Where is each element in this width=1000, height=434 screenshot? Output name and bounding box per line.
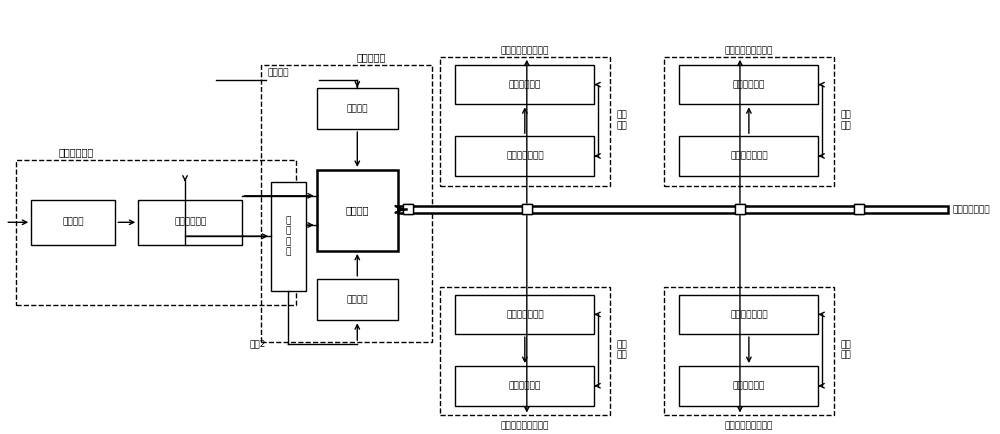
Bar xyxy=(455,65,594,105)
Text: 通信与安保电路: 通信与安保电路 xyxy=(506,310,544,319)
Text: 传爆
序列: 传爆 序列 xyxy=(617,340,627,360)
Text: 远距离通信电缆: 远距离通信电缆 xyxy=(952,205,990,214)
Bar xyxy=(679,136,818,176)
Bar xyxy=(317,88,398,129)
Bar xyxy=(317,279,398,320)
Bar xyxy=(403,204,413,214)
Bar xyxy=(455,136,594,176)
Text: 供
电
电
路: 供 电 电 路 xyxy=(286,216,291,256)
Text: 控制电路: 控制电路 xyxy=(346,205,369,215)
Text: 通信与安保电路: 通信与安保电路 xyxy=(730,310,768,319)
Bar xyxy=(522,204,532,214)
Text: 环境信息: 环境信息 xyxy=(267,69,289,78)
Bar xyxy=(735,204,745,214)
Bar xyxy=(522,204,532,214)
Bar xyxy=(16,160,296,305)
Text: 电源转换电路: 电源转换电路 xyxy=(174,218,206,227)
Bar xyxy=(31,200,115,245)
Text: 第一路升压起爆模块: 第一路升压起爆模块 xyxy=(501,46,549,56)
Bar xyxy=(679,65,818,105)
Bar xyxy=(271,182,306,291)
Bar xyxy=(403,204,413,214)
Text: 升压点火电路: 升压点火电路 xyxy=(733,80,765,89)
Text: 第二路升压起爆模块: 第二路升压起爆模块 xyxy=(725,46,773,56)
Text: 第四路升压起爆模块: 第四路升压起爆模块 xyxy=(725,421,773,431)
Text: 通信与安保电路: 通信与安保电路 xyxy=(730,151,768,161)
Text: 通信与安保电路: 通信与安保电路 xyxy=(506,151,544,161)
Bar xyxy=(261,65,432,342)
Text: 电源管理电路: 电源管理电路 xyxy=(58,147,93,157)
Text: 传爆
序列: 传爆 序列 xyxy=(617,111,627,130)
Bar xyxy=(854,204,864,214)
Text: 供电2: 供电2 xyxy=(249,340,266,349)
Bar xyxy=(440,287,610,415)
Bar xyxy=(317,170,398,251)
Bar xyxy=(398,206,948,213)
Text: 通信电路: 通信电路 xyxy=(347,295,368,304)
Bar xyxy=(455,295,594,334)
Bar xyxy=(664,287,834,415)
Bar xyxy=(664,57,834,186)
Text: 第三路升压起爆模块: 第三路升压起爆模块 xyxy=(501,421,549,431)
Bar xyxy=(854,204,864,214)
Text: 传爆
序列: 传爆 序列 xyxy=(841,111,851,130)
Bar xyxy=(455,366,594,405)
Text: 隔离电路: 隔离电路 xyxy=(347,104,368,113)
Text: 传爆
序列: 传爆 序列 xyxy=(841,340,851,360)
Bar xyxy=(735,204,745,214)
Bar xyxy=(138,200,242,245)
Text: 总线控制器: 总线控制器 xyxy=(356,52,386,62)
Text: 升压点火电路: 升压点火电路 xyxy=(733,381,765,390)
Text: 滤波电路: 滤波电路 xyxy=(63,218,84,227)
Bar xyxy=(440,57,610,186)
Text: 升压点火电路: 升压点火电路 xyxy=(509,381,541,390)
Bar xyxy=(679,366,818,405)
Bar xyxy=(679,295,818,334)
Text: 升压点火电路: 升压点火电路 xyxy=(509,80,541,89)
